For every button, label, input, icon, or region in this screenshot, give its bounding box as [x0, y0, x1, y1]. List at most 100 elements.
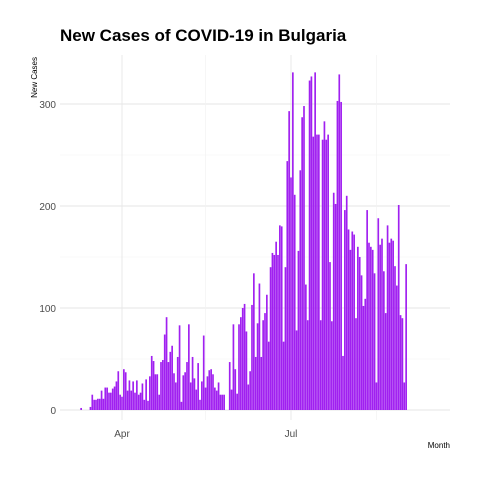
- bar: [332, 192, 335, 410]
- bar: [167, 362, 170, 410]
- bar: [136, 380, 138, 410]
- bar: [212, 374, 214, 410]
- bar: [390, 238, 393, 410]
- bar: [171, 345, 173, 410]
- bar: [277, 254, 279, 410]
- bar: [284, 267, 287, 410]
- bar: [334, 203, 337, 410]
- bar: [249, 371, 251, 410]
- bar: [193, 378, 196, 410]
- bar: [154, 374, 157, 410]
- bar: [266, 294, 268, 410]
- bar: [165, 317, 168, 410]
- bar: [327, 134, 329, 410]
- bar: [191, 356, 194, 410]
- bar: [132, 381, 134, 410]
- bar: [253, 273, 255, 410]
- bar: [306, 320, 309, 410]
- bar: [373, 273, 376, 410]
- x-tick-label: Jul: [285, 429, 298, 440]
- bar: [399, 315, 402, 410]
- bar: [256, 323, 259, 410]
- bar: [357, 246, 359, 410]
- bar: [104, 387, 107, 410]
- bar: [347, 229, 350, 410]
- bar: [364, 298, 367, 410]
- bar: [119, 394, 121, 410]
- bar: [201, 381, 203, 410]
- bar: [230, 389, 233, 410]
- bar: [318, 134, 320, 410]
- bar: [340, 101, 342, 411]
- bar: [197, 363, 199, 410]
- bar: [271, 252, 274, 410]
- bar: [370, 246, 372, 410]
- bar: [223, 394, 225, 410]
- axis-layer: 0 100 200 300 Apr Jul Month New Cases: [30, 57, 450, 450]
- bar: [219, 394, 222, 410]
- bar: [316, 134, 318, 410]
- bar: [279, 225, 281, 410]
- bar: [100, 390, 103, 410]
- bar: [290, 177, 292, 410]
- bar: [345, 195, 348, 410]
- bar: [297, 250, 300, 410]
- bar: [163, 334, 166, 410]
- bar: [189, 382, 192, 410]
- bar: [139, 392, 142, 410]
- bar: [143, 399, 146, 410]
- bar: [383, 271, 385, 410]
- bar: [314, 72, 316, 410]
- bar: [98, 398, 101, 410]
- bar: [232, 324, 235, 410]
- bar: [295, 330, 298, 410]
- bar: [397, 204, 400, 410]
- bar: [95, 399, 97, 410]
- bar: [180, 401, 183, 410]
- bar: [108, 392, 110, 410]
- bar: [321, 139, 324, 410]
- bar: [145, 379, 147, 410]
- x-axis-title: Month: [428, 441, 450, 450]
- bar: [137, 394, 140, 410]
- bar: [240, 317, 242, 410]
- bar: [214, 387, 216, 410]
- bar: [210, 369, 212, 410]
- bar: [113, 386, 116, 410]
- bar: [195, 389, 198, 410]
- bar: [379, 244, 381, 410]
- bars-layer: [80, 72, 407, 411]
- bar: [308, 80, 311, 410]
- bar: [368, 242, 370, 410]
- bar: [128, 380, 131, 410]
- bar: [394, 266, 396, 410]
- bar: [286, 161, 289, 410]
- bar: [152, 361, 155, 410]
- bar: [392, 240, 394, 410]
- bar: [388, 242, 391, 410]
- y-axis-title: New Cases: [30, 57, 39, 98]
- bar: [124, 372, 127, 410]
- bar: [310, 76, 313, 411]
- bar: [269, 267, 272, 410]
- bar: [362, 305, 365, 410]
- bar: [80, 407, 82, 410]
- bar: [245, 331, 248, 410]
- bar: [282, 341, 285, 410]
- bar: [312, 136, 315, 410]
- bar: [319, 320, 322, 410]
- bar: [150, 355, 153, 410]
- bar: [91, 394, 94, 410]
- bar: [178, 325, 181, 410]
- bar: [221, 394, 224, 410]
- bar: [375, 382, 378, 410]
- bar: [111, 388, 114, 410]
- bar: [173, 373, 175, 410]
- bar: [110, 392, 112, 410]
- y-tick-label: 200: [39, 202, 56, 213]
- bar: [323, 121, 326, 410]
- bar: [351, 231, 354, 410]
- y-tick-label: 0: [50, 406, 56, 417]
